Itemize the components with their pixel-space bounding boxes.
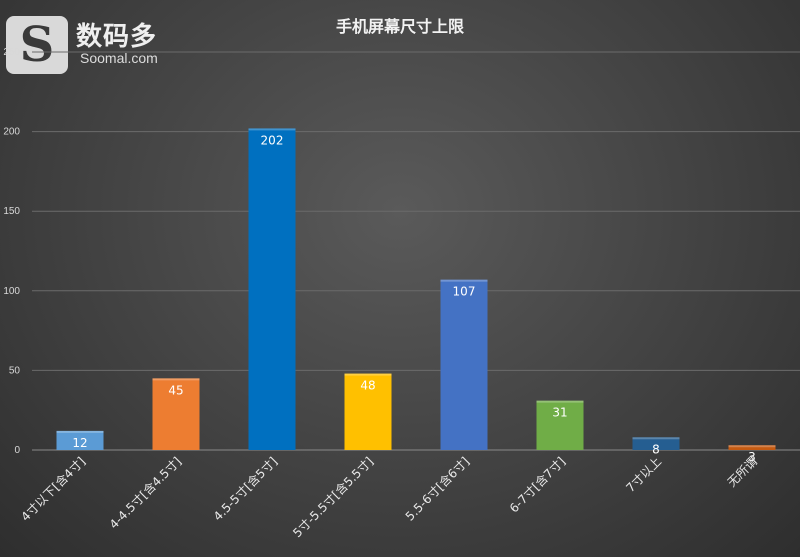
gridlines — [32, 51, 800, 451]
bar-highlight — [632, 437, 680, 440]
data-label: 12 — [72, 436, 87, 450]
bars — [56, 128, 776, 450]
y-axis-ticks: 0 50 100 150 200 250 — [3, 47, 20, 456]
x-tick-label: 5.5-6寸[含6寸] — [402, 454, 472, 524]
data-labels: 12 45 202 48 107 31 8 3 — [72, 133, 755, 464]
chart-title: 手机屏幕尺寸上限 — [336, 17, 465, 36]
soomal-logo-icon: S — [6, 16, 68, 74]
bar-highlight — [56, 430, 104, 433]
x-axis-ticks: 4寸以下[含4寸] 4-4.5寸[含4.5寸] 4.5-5寸[含5寸] 5寸-5.5寸… — [18, 454, 760, 541]
bar — [248, 128, 296, 450]
x-tick-label: 4-4.5寸[含4.5寸] — [106, 454, 184, 532]
y-tick-label: 150 — [3, 206, 20, 217]
bar — [536, 400, 584, 450]
data-label: 3 — [748, 450, 756, 464]
data-label: 48 — [360, 379, 375, 393]
x-tick-label: 4寸以下[含4寸] — [18, 454, 88, 524]
bar — [632, 437, 680, 450]
x-tick-label: 4.5-5寸[含5寸] — [210, 454, 280, 524]
data-label: 8 — [652, 442, 660, 456]
bar — [344, 373, 392, 450]
data-label: 31 — [552, 406, 567, 420]
bar-highlight — [536, 400, 584, 403]
bar — [152, 378, 200, 450]
bar — [440, 279, 488, 450]
y-tick-label: 250 — [3, 47, 20, 58]
x-tick-label: 6-7寸[含7寸] — [506, 454, 568, 516]
bar-highlight — [728, 445, 776, 448]
y-tick-label: 50 — [9, 365, 21, 376]
x-tick-label: 5寸-5.5寸[含5.5寸] — [290, 454, 377, 541]
data-label: 202 — [261, 133, 284, 147]
watermark-brand-cn: 数码多 — [76, 22, 158, 52]
bar-highlight — [248, 128, 296, 131]
y-tick-label: 100 — [3, 286, 20, 297]
bar — [56, 430, 104, 450]
data-label: 107 — [453, 285, 476, 299]
data-label: 45 — [168, 383, 183, 397]
logo-letter: S — [19, 17, 55, 73]
bar-highlight — [344, 373, 392, 376]
x-tick-label: 无所谓 — [725, 454, 760, 489]
bar — [728, 445, 776, 450]
watermark-logo: S 数码多 Soomal.com — [6, 16, 176, 74]
bar-highlight — [152, 378, 200, 381]
y-tick-label: 200 — [3, 127, 20, 138]
y-tick-label: 0 — [14, 445, 20, 456]
watermark-brand-en: Soomal.com — [80, 50, 158, 66]
bar-highlight — [440, 279, 488, 282]
x-tick-label: 7寸以上 — [623, 454, 664, 495]
